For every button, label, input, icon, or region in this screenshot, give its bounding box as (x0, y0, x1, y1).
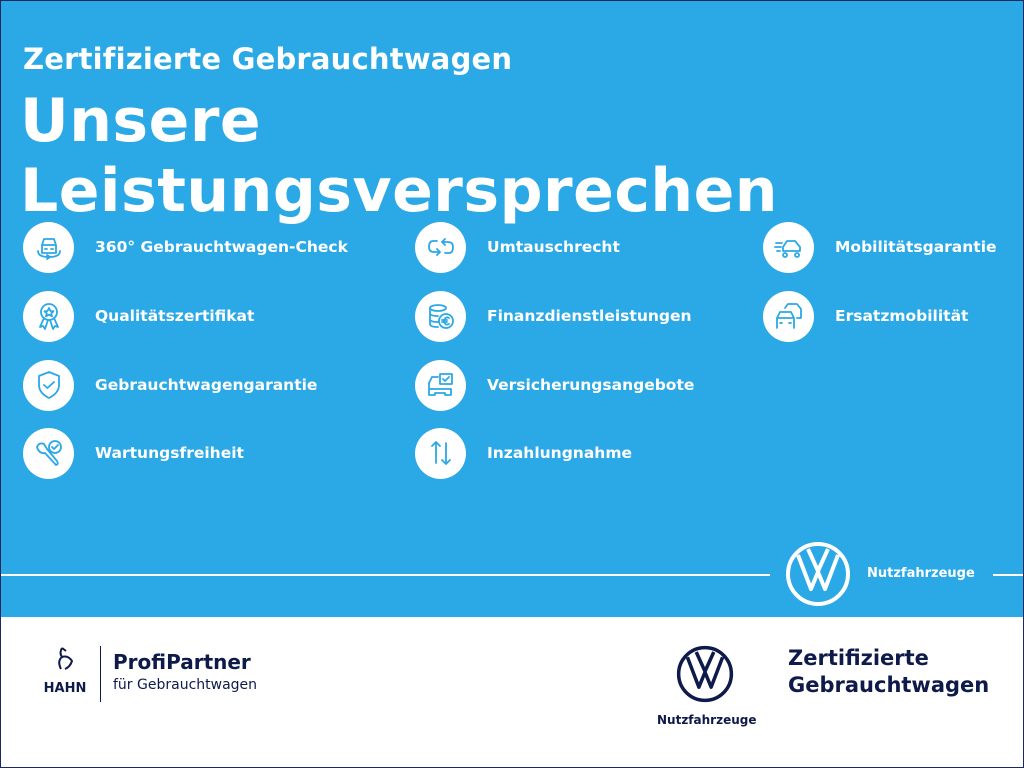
service-label: Finanzdienstleistungen (487, 307, 692, 325)
service-item: Gebrauchtwagengarantie (23, 359, 317, 411)
service-item: Ersatzmobilität (763, 290, 968, 342)
vw-footer-label: Nutzfahrzeuge (657, 713, 757, 727)
vw-logo-icon (676, 645, 734, 703)
service-item: Qualitätszertifikat (23, 290, 254, 342)
exchange-arrows-icon (415, 221, 466, 273)
shield-check-icon (23, 359, 74, 411)
rooster-icon (58, 647, 74, 670)
service-item: Inzahlungnahme (415, 427, 632, 479)
wrench-check-icon (23, 427, 74, 479)
service-item: Wartungsfreiheit (23, 427, 244, 479)
up-down-arrows-icon (415, 427, 466, 479)
service-label: Umtauschrecht (487, 238, 620, 256)
certified-line-2: Gebrauchtwagen (788, 673, 990, 697)
hahn-logo: HAHN (40, 645, 90, 696)
service-label: Ersatzmobilität (835, 307, 969, 325)
partner-subtitle: für Gebrauchtwagen (113, 677, 258, 693)
service-label: 360° Gebrauchtwagen-Check (95, 238, 348, 256)
service-item: Versicherungsangebote (415, 359, 694, 411)
divider-line (0, 574, 770, 576)
fast-car-icon (763, 221, 814, 273)
service-item: 360° Gebrauchtwagen-Check (23, 221, 348, 273)
service-label: Wartungsfreiheit (95, 444, 244, 462)
banner-brand-label: Nutzfahrzeuge (867, 566, 975, 581)
service-item: Umtauschrecht (415, 221, 620, 273)
service-label: Qualitätszertifikat (95, 307, 255, 325)
page-title: Unsere Leistungsversprechen (20, 86, 779, 226)
service-label: Gebrauchtwagengarantie (95, 376, 318, 394)
certified-line-1: Zertifizierte (788, 646, 929, 670)
partner-title: ProfiPartner (113, 650, 251, 674)
service-label: Versicherungsangebote (487, 376, 695, 394)
vw-logo-icon (786, 542, 850, 606)
logo-separator (100, 646, 101, 702)
replacement-car-icon (763, 290, 814, 342)
certified-label: Zertifizierte Gebrauchtwagen (788, 645, 989, 699)
award-star-icon (23, 290, 74, 342)
hahn-logo-text: HAHN (43, 681, 87, 696)
coins-euro-icon (415, 290, 466, 342)
service-item: Mobilitätsgarantie (763, 221, 997, 273)
service-item: Finanzdienstleistungen (415, 290, 692, 342)
service-label: Inzahlungnahme (487, 444, 632, 462)
divider-line (993, 574, 1024, 576)
hero-banner (0, 0, 1024, 617)
car-document-icon (415, 359, 466, 411)
service-label: Mobilitätsgarantie (835, 238, 997, 256)
car-360-icon (23, 221, 74, 273)
page-subtitle: Zertifizierte Gebrauchtwagen (23, 42, 513, 76)
